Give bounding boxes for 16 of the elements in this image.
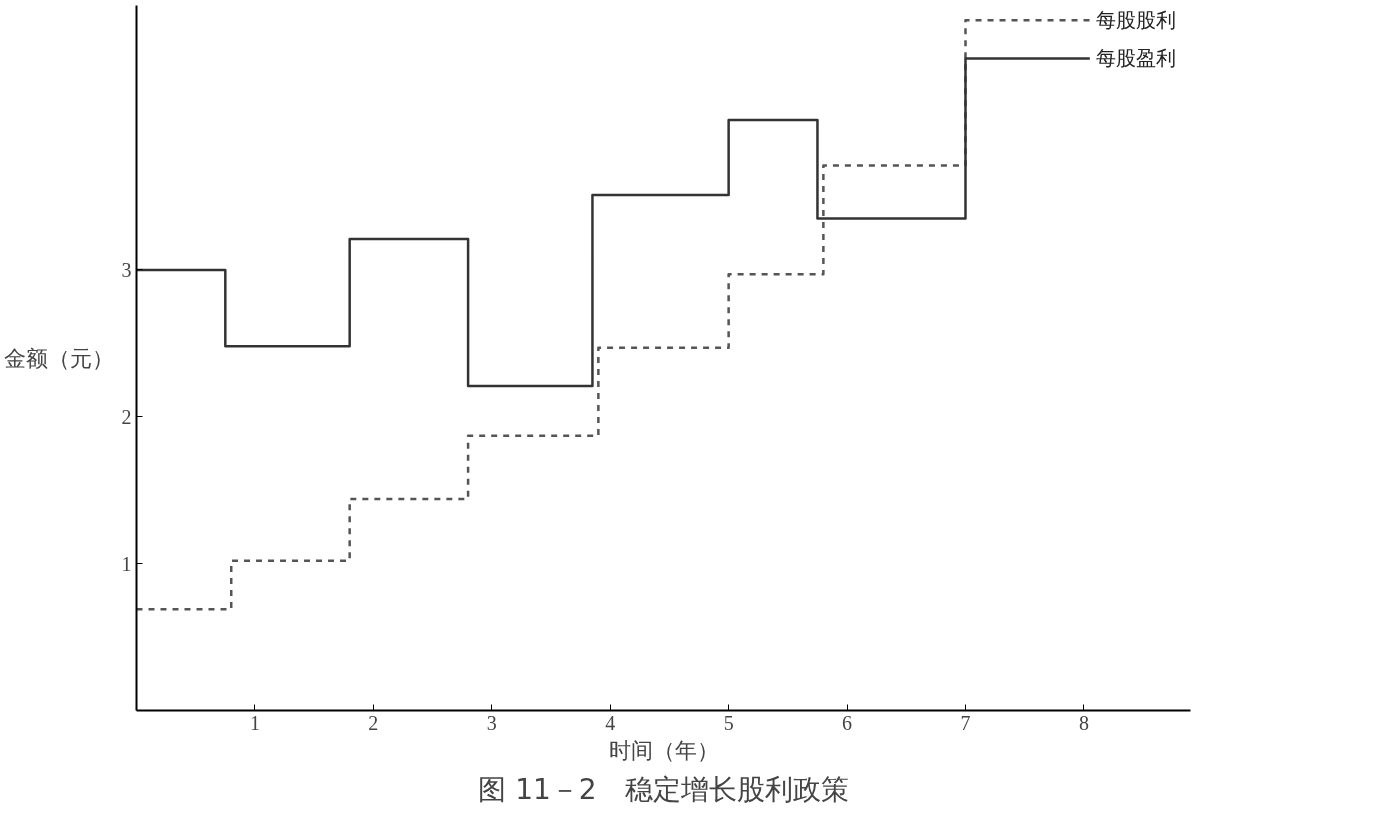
series-label: 每股盈利 <box>1095 46 1176 71</box>
y-tick-label: 1 <box>121 552 132 575</box>
y-tick-label: 2 <box>121 405 132 428</box>
x-tick-label: 7 <box>960 711 971 734</box>
x-tick-label: 2 <box>368 711 379 734</box>
x-tick-label: 4 <box>605 711 616 734</box>
y-tick-label: 3 <box>121 258 132 281</box>
x-tick-label: 1 <box>249 711 260 734</box>
y-axis-title: 金额（元） <box>3 345 114 371</box>
x-tick-label: 6 <box>842 711 853 734</box>
text: 图 11－2 稳定增长股利政策 <box>478 772 849 806</box>
x-tick-label: 5 <box>723 711 734 734</box>
x-axis-title: 时间（年） <box>608 737 719 763</box>
series-label: 每股股利 <box>1095 8 1176 33</box>
x-tick-label: 8 <box>1078 711 1089 734</box>
x-tick-label: 3 <box>486 711 497 734</box>
